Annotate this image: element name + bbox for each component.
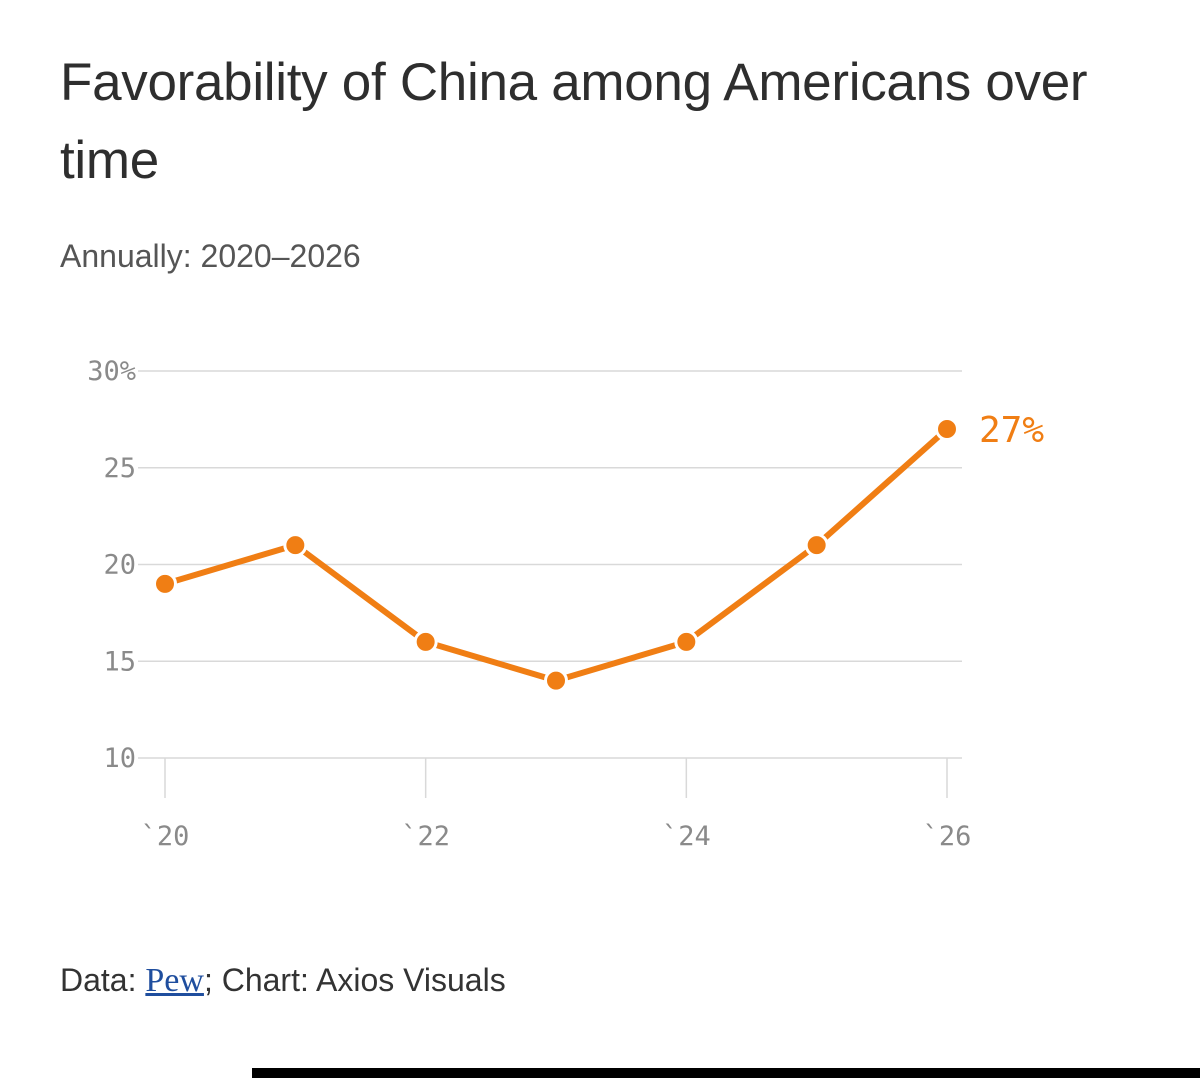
data-point-2025: [804, 533, 829, 558]
chart-footer: Data: Pew; Chart: Axios Visuals: [60, 958, 506, 1003]
x-axis-labels: `20 `22 `24 `26: [141, 821, 972, 852]
bottom-divider: [252, 1068, 1200, 1078]
x-tick-label-2024: `24: [662, 821, 711, 852]
y-tick-label-25: 25: [103, 453, 136, 484]
end-value-label: 27%: [979, 410, 1044, 451]
chart-subtitle: Annually: 2020–2026: [60, 238, 361, 274]
y-tick-label-20: 20: [103, 550, 136, 581]
series-line-0: [162, 426, 950, 684]
gridlines: [138, 370, 962, 759]
y-tick-label-15: 15: [103, 646, 136, 677]
footer-data-prefix: Data:: [60, 962, 146, 998]
data-point-2024: [674, 629, 699, 654]
x-tick-label-2022: `22: [401, 821, 450, 852]
y-axis-labels: 10 15 20 25 30%: [87, 356, 136, 774]
data-point-2020: [153, 571, 177, 596]
footer-credit: ; Chart: Axios Visuals: [203, 962, 506, 998]
x-tick-label-2026: `26: [923, 821, 972, 852]
line-chart: 10 15 20 25 30% `20 `22 `24 `26 27%: [87, 356, 1044, 852]
x-axis-ticks: [164, 758, 948, 798]
series-line: [162, 426, 950, 684]
data-points: [153, 417, 959, 693]
data-point-2022: [413, 629, 438, 654]
y-tick-label-30: 30%: [87, 356, 136, 387]
data-point-2026: [935, 417, 959, 442]
data-point-2023: [544, 668, 568, 693]
data-point-2021: [283, 533, 308, 558]
x-tick-label-2020: `20: [141, 821, 190, 852]
y-tick-label-10: 10: [103, 743, 136, 774]
source-link[interactable]: Pew: [145, 962, 204, 999]
chart-title: Favorability of China among Americans ov…: [60, 53, 1088, 190]
